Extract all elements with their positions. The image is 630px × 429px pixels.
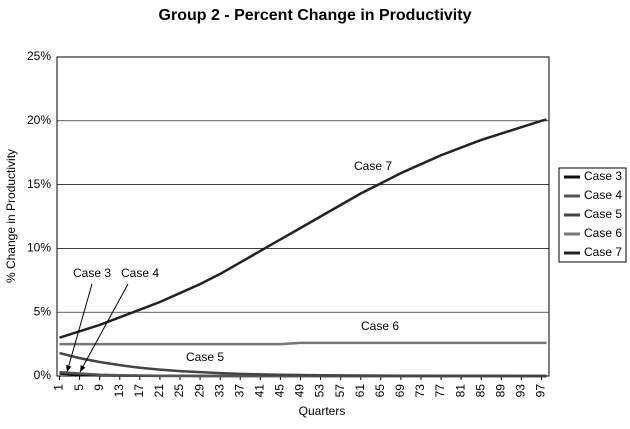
x-tick-label: 5 <box>72 384 86 391</box>
y-tick-label: 15% <box>27 177 51 191</box>
x-tick-label: 53 <box>313 384 327 398</box>
x-tick-label: 33 <box>212 384 226 398</box>
annotation-arrow <box>66 283 93 373</box>
legend-label: Case 6 <box>584 226 622 240</box>
x-tick-label: 9 <box>92 384 106 391</box>
legend-label: Case 3 <box>584 169 622 183</box>
x-tick-label: 13 <box>112 384 126 398</box>
y-tick-label: 10% <box>27 241 51 255</box>
series-line <box>59 341 547 346</box>
arrow-head <box>80 365 86 372</box>
x-tick-label: 21 <box>152 384 166 398</box>
chart-title: Group 2 - Percent Change in Productivity <box>159 7 472 24</box>
x-tick-label: 97 <box>534 384 548 398</box>
x-tick-label: 69 <box>393 384 407 398</box>
x-tick-label: 65 <box>373 384 387 398</box>
arrow-head <box>66 365 72 372</box>
x-tick-label: 49 <box>293 384 307 398</box>
x-tick-label: 45 <box>273 384 287 398</box>
x-tick-label: 73 <box>413 384 427 398</box>
annotation: Case 7 <box>354 159 392 173</box>
x-tick-label: 29 <box>192 384 206 398</box>
plot-frame <box>56 56 550 377</box>
y-axis-label: % Change in Productivity <box>4 149 18 283</box>
annotation-arrow <box>79 283 129 373</box>
y-tick-label: 25% <box>27 49 51 63</box>
x-tick-label: 37 <box>232 384 246 398</box>
legend-label: Case 5 <box>584 207 622 221</box>
x-tick-label: 61 <box>353 384 367 398</box>
annotation: Case 4 <box>121 266 159 280</box>
x-axis-label: Quarters <box>299 404 346 418</box>
x-tick-label: 89 <box>493 384 507 398</box>
annotation: Case 3 <box>73 266 111 280</box>
x-tick-label: 25 <box>172 384 186 398</box>
y-tick-label: 20% <box>27 113 51 127</box>
y-tick-label: 5% <box>34 304 52 318</box>
annotation: Case 5 <box>186 350 224 364</box>
x-tick-label: 81 <box>453 384 467 398</box>
x-tick-label: 1 <box>52 384 66 391</box>
x-tick-label: 85 <box>473 384 487 398</box>
legend-label: Case 7 <box>584 245 622 259</box>
annotation: Case 6 <box>361 319 399 333</box>
x-tick-label: 93 <box>514 384 528 398</box>
x-tick-label: 17 <box>132 384 146 398</box>
x-tick-label: 41 <box>252 384 266 398</box>
legend-label: Case 4 <box>584 188 622 202</box>
series-line <box>59 351 547 378</box>
x-tick-label: 57 <box>333 384 347 398</box>
series-line <box>59 118 547 339</box>
x-tick-label: 77 <box>433 384 447 398</box>
y-tick-label: 0% <box>34 368 52 382</box>
